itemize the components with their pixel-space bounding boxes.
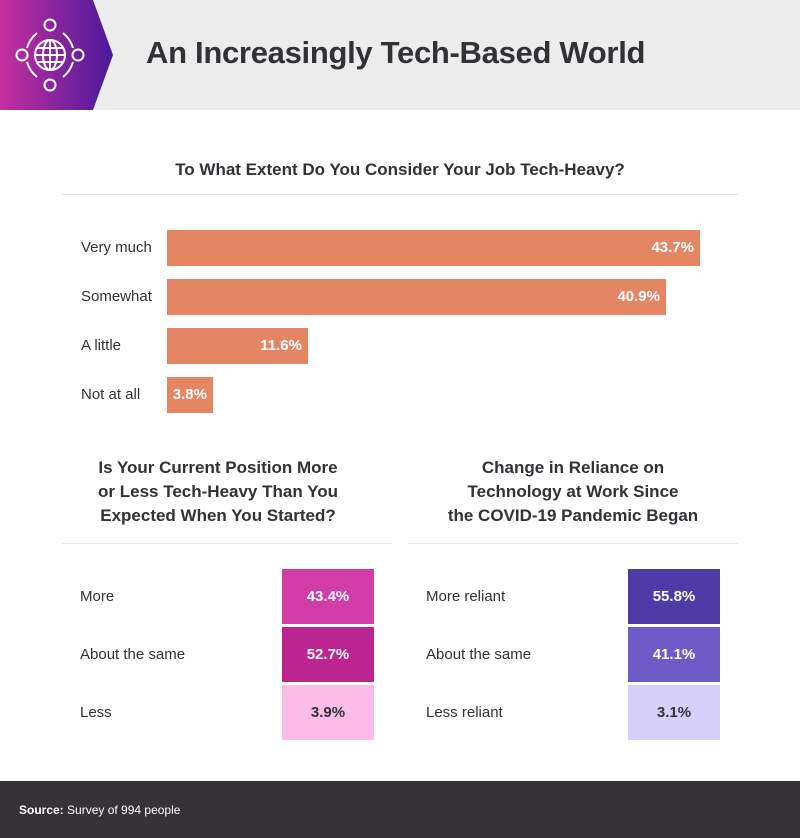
- title-line: the COVID-19 Pandemic Began: [447, 506, 699, 525]
- bar-value-label: 40.9%: [617, 288, 660, 305]
- row-label: About the same: [426, 646, 532, 663]
- divider: [62, 194, 738, 195]
- title-line: Is Your Current Position More: [98, 458, 338, 477]
- chart-title-covid-reliance: Change in Reliance on Technology at Work…: [408, 456, 738, 528]
- divider: [408, 543, 738, 544]
- value-cell: 52.7%: [282, 627, 374, 682]
- bar-value-label: 43.7%: [651, 239, 694, 256]
- row-label: Less reliant: [426, 704, 503, 721]
- bar-value-label: 3.8%: [172, 386, 207, 403]
- title-line: or Less Tech-Heavy Than You: [98, 482, 338, 501]
- source-text: Survey of 994 people: [63, 803, 181, 817]
- source-note: Source: Survey of 994 people: [19, 803, 180, 817]
- title-line: Technology at Work Since: [467, 482, 679, 501]
- chart-title-position-expectation: Is Your Current Position More or Less Te…: [62, 456, 374, 528]
- footer: Source: Survey of 994 people: [0, 781, 800, 838]
- bar-category-label: Somewhat: [81, 288, 152, 305]
- row-label: About the same: [80, 646, 186, 663]
- row-label: More: [80, 588, 115, 605]
- bar: 43.7%: [167, 230, 700, 266]
- chart-title-job-tech-heavy: To What Extent Do You Consider Your Job …: [175, 160, 625, 179]
- bar-value-label: 11.6%: [260, 337, 302, 354]
- value-cell: 55.8%: [628, 569, 720, 624]
- divider: [62, 543, 392, 544]
- bar-category-label: Very much: [81, 239, 152, 256]
- globe-network-icon: [15, 18, 85, 92]
- row-label: More reliant: [426, 588, 506, 605]
- row-label: Less: [80, 704, 112, 721]
- bar-category-label: Not at all: [81, 386, 141, 403]
- value-cell: 43.4%: [282, 569, 374, 624]
- source-label: Source:: [19, 803, 64, 817]
- value-cell: 3.1%: [628, 685, 720, 740]
- header-badge: [0, 0, 113, 110]
- value-cell: 3.9%: [282, 685, 374, 740]
- header-banner: An Increasingly Tech-Based World: [0, 0, 800, 110]
- bar-category-label: A little: [81, 337, 122, 354]
- title-line: Expected When You Started?: [100, 506, 336, 525]
- bar: 3.8%: [167, 377, 213, 413]
- bar: 11.6%: [167, 328, 308, 364]
- bar: 40.9%: [167, 279, 666, 315]
- title-line: Change in Reliance on: [481, 458, 665, 477]
- value-cell: 41.1%: [628, 627, 720, 682]
- page-title: An Increasingly Tech-Based World: [146, 35, 646, 70]
